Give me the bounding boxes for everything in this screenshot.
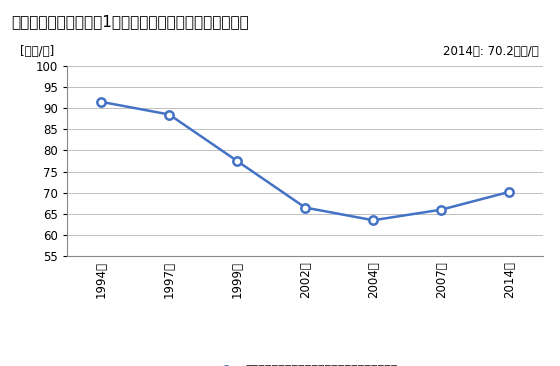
Text: [万円/㎡]: [万円/㎡] [20, 45, 54, 58]
Text: その他の小売業の店舗1平米当たり年間商品販売額の推移: その他の小売業の店舗1平米当たり年間商品販売額の推移 [11, 15, 249, 30]
Legend: その他の小売業の店舗１平米当たり年間商品販売額: その他の小売業の店舗１平米当たり年間商品販売額 [208, 361, 403, 366]
Text: 2014年: 70.2万円/㎡: 2014年: 70.2万円/㎡ [443, 45, 538, 58]
